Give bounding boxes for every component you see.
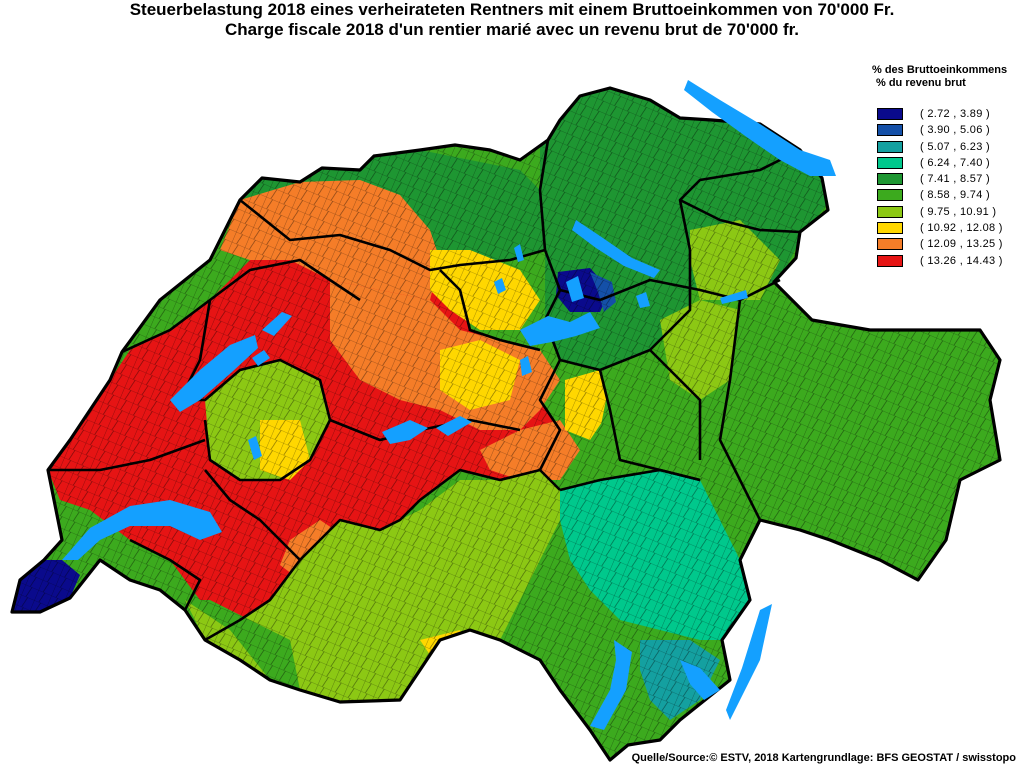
lake-biel — [262, 312, 292, 336]
legend-label: ( 6.24 , 7.40 ) — [920, 156, 990, 169]
legend-swatch — [877, 140, 903, 153]
legend-heading: % des Bruttoeinkommens % du revenu brut — [872, 64, 1022, 90]
legend-item: ( 10.92 , 12.08 ) — [872, 221, 1022, 237]
source-credit: Quelle/Source:© ESTV, 2018 Kartengrundla… — [631, 752, 1016, 764]
map-title: Steuerbelastung 2018 eines verheirateten… — [0, 0, 1024, 40]
legend-label: ( 5.07 , 6.23 ) — [920, 140, 990, 153]
lake-zug — [566, 276, 584, 302]
legend-item: ( 13.26 , 14.43 ) — [872, 254, 1022, 270]
lake-hallwil — [514, 244, 524, 262]
lake-lucerne — [520, 312, 600, 346]
legend-item: ( 2.72 , 3.89 ) — [872, 107, 1022, 123]
lake-zurich — [572, 220, 660, 278]
lake-neuchatel — [170, 335, 258, 412]
title-french: Charge fiscale 2018 d'un rentier marié a… — [224, 20, 800, 39]
legend: % des Bruttoeinkommens % du revenu brut … — [872, 64, 1022, 270]
lake-maggiore — [590, 640, 632, 730]
lakes — [62, 80, 836, 730]
legend-item: ( 6.24 , 7.40 ) — [872, 156, 1022, 172]
lake-constance — [684, 80, 836, 176]
legend-item: ( 7.41 , 8.57 ) — [872, 172, 1022, 188]
legend-swatch — [877, 124, 903, 137]
legend-item: ( 8.58 , 9.74 ) — [872, 188, 1022, 204]
legend-label: ( 9.75 , 10.91 ) — [920, 205, 997, 218]
lake-sempach — [494, 278, 506, 294]
lake-walen — [720, 290, 748, 304]
legend-swatch — [877, 173, 903, 186]
legend-item: ( 3.90 , 5.06 ) — [872, 123, 1022, 139]
lake-thun — [382, 420, 428, 444]
lake-murten — [252, 350, 270, 366]
national-border — [10, 86, 1002, 762]
legend-label: ( 13.26 , 14.43 ) — [920, 254, 1003, 267]
legend-label: ( 12.09 , 13.25 ) — [920, 238, 1003, 251]
legend-swatch — [877, 222, 903, 235]
legend-swatch — [877, 205, 903, 218]
legend-label: ( 10.92 , 12.08 ) — [920, 222, 1003, 235]
legend-label: ( 2.72 , 3.89 ) — [920, 108, 990, 120]
legend-item: ( 9.75 , 10.91 ) — [872, 205, 1022, 221]
lake-gruyere — [248, 436, 262, 460]
legend-swatch — [877, 189, 903, 202]
legend-swatch — [877, 254, 903, 267]
legend-items: ( 2.72 , 3.89 ) ( 3.90 , 5.06 ) ( 5.07 ,… — [872, 107, 1022, 270]
canton-borders — [48, 139, 801, 642]
legend-label: ( 7.41 , 8.57 ) — [920, 173, 990, 186]
legend-swatch — [877, 156, 903, 169]
title-german: Steuerbelastung 2018 eines verheirateten… — [129, 0, 895, 19]
lake-sarnen — [520, 356, 532, 376]
lake-brienz — [436, 416, 472, 436]
legend-item: ( 5.07 , 6.23 ) — [872, 140, 1022, 156]
legend-swatch — [877, 238, 903, 251]
lake-como — [726, 604, 772, 720]
legend-swatch — [877, 108, 903, 120]
lake-sihl — [636, 292, 650, 308]
lake-lugano — [680, 660, 720, 700]
legend-heading-french: % du revenu brut — [876, 77, 966, 89]
legend-item: ( 12.09 , 13.25 ) — [872, 237, 1022, 253]
legend-label: ( 3.90 , 5.06 ) — [920, 124, 990, 137]
legend-label: ( 8.58 , 9.74 ) — [920, 189, 990, 202]
lake-geneva — [62, 500, 222, 560]
legend-heading-german: % des Bruttoeinkommens — [872, 64, 1008, 76]
